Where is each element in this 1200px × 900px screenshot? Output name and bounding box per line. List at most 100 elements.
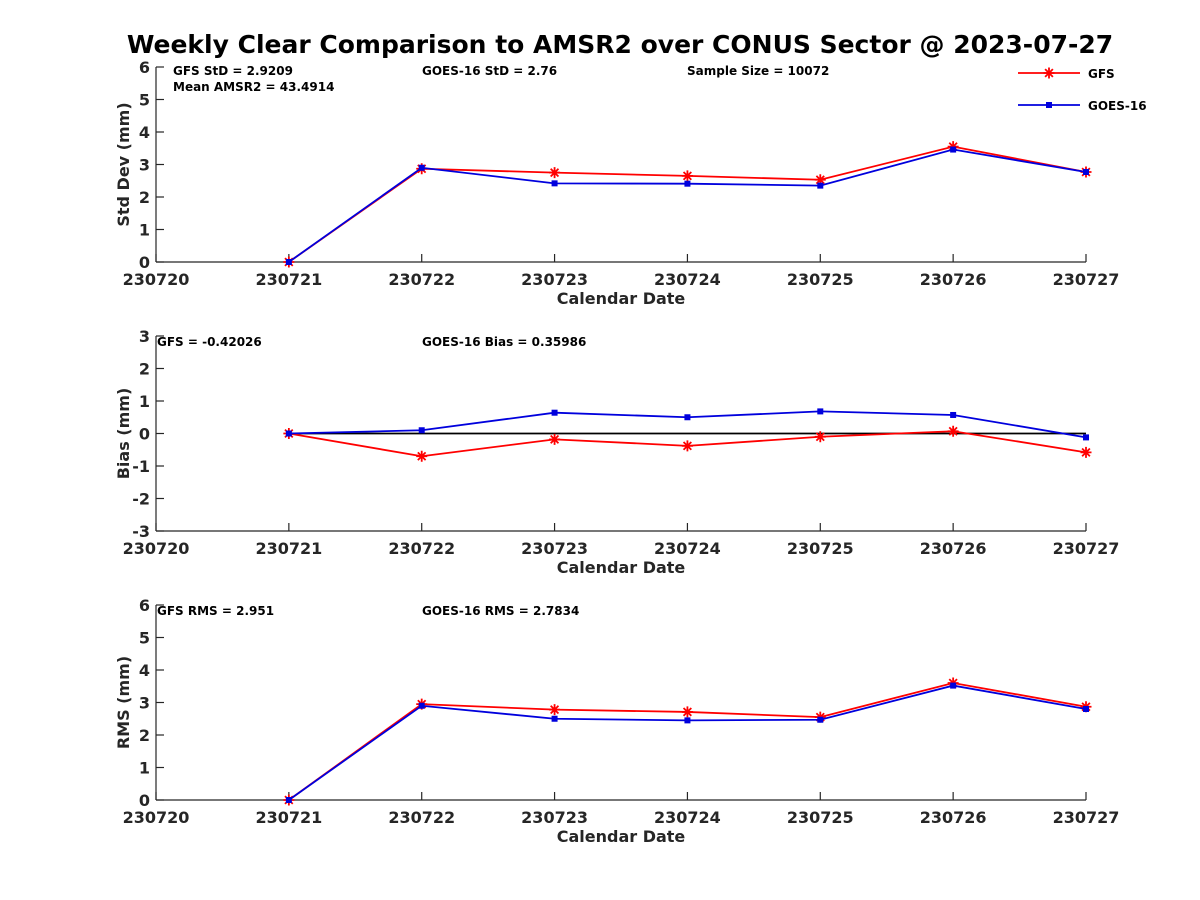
- x-tick-label: 230723: [521, 539, 588, 558]
- goes16-point: [950, 146, 957, 153]
- y-axis-label: Bias (mm): [114, 388, 133, 480]
- chart-title: Weekly Clear Comparison to AMSR2 over CO…: [126, 30, 1114, 59]
- goes16-point: [684, 180, 691, 187]
- goes16-point: [418, 702, 425, 709]
- y-tick-label: -2: [132, 490, 150, 509]
- x-tick-label: 230726: [920, 808, 987, 827]
- legend-gfs-label: GFS: [1088, 67, 1115, 81]
- y-tick-label: 5: [139, 91, 150, 110]
- goes16-point: [285, 430, 292, 437]
- x-tick-label: 230720: [123, 808, 190, 827]
- x-tick-label: 230720: [123, 270, 190, 289]
- x-tick-label: 230725: [787, 539, 854, 558]
- x-tick-label: 230725: [787, 808, 854, 827]
- goes16-series-line: [288, 148, 1087, 263]
- x-tick-label: 230726: [920, 539, 987, 558]
- x-tick-label: 230725: [787, 270, 854, 289]
- y-tick-label: 0: [139, 253, 150, 272]
- y-tick-label: 0: [139, 791, 150, 810]
- x-tick-label: 230727: [1053, 270, 1120, 289]
- x-tick-label: 230724: [654, 808, 721, 827]
- x-tick-label: 230724: [654, 539, 721, 558]
- y-tick-label: 4: [139, 661, 150, 680]
- panel-3: 230720 230721 230722 230723 230724 230725 2307…: [114, 596, 1119, 846]
- gfs-point: [549, 167, 561, 179]
- y-tick-label: 2: [139, 726, 150, 745]
- legend: GFS GOES-16: [1018, 67, 1147, 113]
- x-tick-label: 230721: [255, 539, 322, 558]
- y-tick-label: 2: [139, 360, 150, 379]
- x-tick-label: 230720: [123, 539, 190, 558]
- gfs-series-line: [288, 145, 1087, 263]
- gfs-point: [814, 431, 826, 443]
- x-tick-label: 230722: [388, 808, 455, 827]
- goes16-point: [285, 797, 292, 803]
- x-tick-label: 230722: [388, 539, 455, 558]
- goes16-series-line: [288, 684, 1087, 801]
- y-tick-label: 2: [139, 188, 150, 207]
- gfs-point: [549, 704, 561, 716]
- legend-goes16-label: GOES-16: [1088, 99, 1147, 113]
- y-axis-label: Std Dev (mm): [114, 102, 133, 226]
- stat-annotation: GOES-16 RMS = 2.7834: [422, 604, 579, 618]
- x-tick-label: 230727: [1053, 539, 1120, 558]
- goes16-point: [950, 682, 957, 689]
- goes16-point: [950, 411, 957, 418]
- panel-1: 230720 230721 230722 230723 230724 230725 2307…: [114, 58, 1119, 308]
- x-tick-label: 230722: [388, 270, 455, 289]
- goes16-point: [684, 414, 691, 421]
- legend-gfs-marker: [1043, 67, 1055, 79]
- y-tick-label: 6: [139, 596, 150, 615]
- x-tick-label: 230721: [255, 808, 322, 827]
- goes16-point: [817, 182, 824, 189]
- legend-goes16-marker: [1046, 102, 1052, 108]
- gfs-point: [814, 174, 826, 186]
- goes16-point: [418, 427, 425, 434]
- goes16-point: [817, 716, 824, 723]
- gfs-point: [549, 433, 561, 445]
- gfs-point: [681, 440, 693, 452]
- y-tick-label: 6: [139, 58, 150, 77]
- y-tick-label: 1: [139, 392, 150, 411]
- y-tick-label: 3: [139, 156, 150, 175]
- stat-annotation: GFS StD = 2.9209: [173, 64, 293, 78]
- y-axis-label: RMS (mm): [114, 656, 133, 749]
- x-axis-label: Calendar Date: [557, 827, 686, 846]
- stat-annotation: GOES-16 Bias = 0.35986: [422, 335, 586, 349]
- x-axis-label: Calendar Date: [557, 289, 686, 308]
- goes16-point: [817, 408, 824, 415]
- stat-annotation: GFS = -0.42026: [157, 335, 262, 349]
- goes16-point: [1083, 706, 1089, 712]
- y-tick-label: 3: [139, 694, 150, 713]
- gfs-point: [416, 450, 428, 462]
- goes16-point: [684, 717, 691, 724]
- goes16-point: [418, 164, 425, 171]
- y-tick-label: 1: [139, 759, 150, 778]
- panel-2: 230720 230721 230722 230723 230724 230725 2307…: [114, 327, 1119, 577]
- gfs-point: [1080, 446, 1092, 458]
- x-tick-label: 230721: [255, 270, 322, 289]
- x-axis-label: Calendar Date: [557, 558, 686, 577]
- stat-annotation: GFS RMS = 2.951: [157, 604, 274, 618]
- goes16-point: [551, 409, 558, 416]
- x-tick-label: 230724: [654, 270, 721, 289]
- goes16-point: [285, 259, 292, 265]
- stat-annotation: Mean AMSR2 = 43.4914: [173, 80, 334, 94]
- goes16-point: [551, 715, 558, 722]
- y-tick-label: 3: [139, 327, 150, 346]
- stat-annotation: Sample Size = 10072: [687, 64, 829, 78]
- y-tick-label: -3: [132, 522, 150, 541]
- y-tick-label: 0: [139, 425, 150, 444]
- y-tick-label: -1: [132, 457, 150, 476]
- goes16-point: [551, 180, 558, 187]
- x-tick-label: 230726: [920, 270, 987, 289]
- x-tick-label: 230723: [521, 270, 588, 289]
- goes16-point: [1083, 168, 1089, 175]
- gfs-point: [947, 425, 959, 437]
- gfs-point: [681, 170, 693, 182]
- x-tick-label: 230727: [1053, 808, 1120, 827]
- goes16-point: [1083, 434, 1089, 441]
- y-tick-label: 4: [139, 123, 150, 142]
- stat-annotation: GOES-16 StD = 2.76: [422, 64, 557, 78]
